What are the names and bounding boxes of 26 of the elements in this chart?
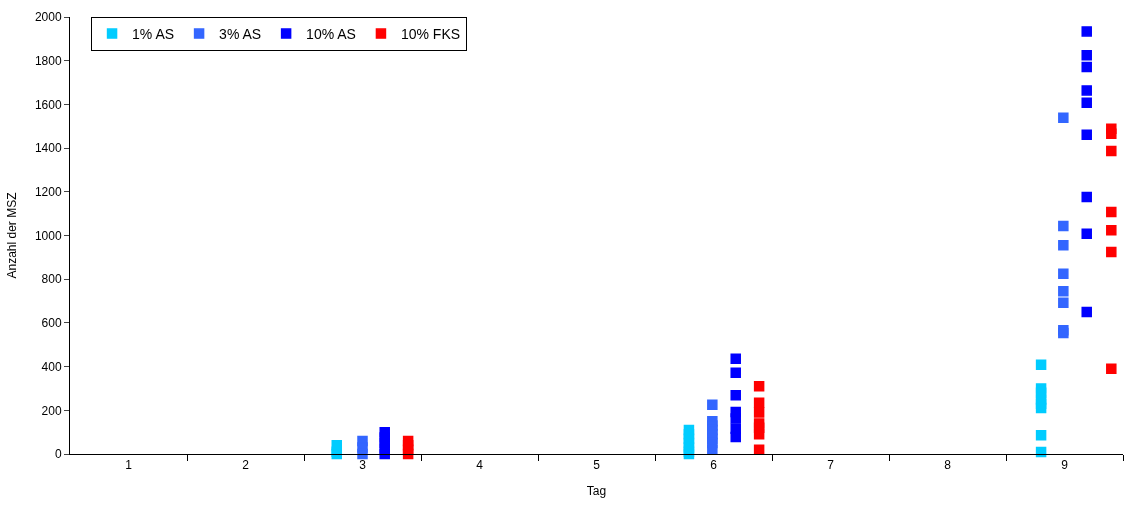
x-tick-label: 8	[944, 458, 952, 473]
legend-label: 10% AS	[306, 26, 356, 43]
x-tick-label: 5	[593, 458, 601, 473]
x-tick-label: 4	[476, 458, 484, 473]
legend-label: 1% AS	[132, 26, 175, 43]
x-tick-label: 9	[1061, 458, 1069, 473]
y-tick-label: 200	[41, 403, 62, 418]
y-tick-label: 600	[41, 316, 62, 331]
legend-label: 10% FKS	[400, 26, 461, 43]
x-tick-label: 6	[710, 458, 718, 473]
y-tick-label: 1400	[34, 141, 62, 156]
y-tick-label: 1800	[34, 53, 62, 68]
x-axis-title: Tag	[586, 484, 607, 499]
y-tick-label: 1200	[34, 185, 62, 199]
y-tick-label: 1000	[34, 228, 62, 243]
legend-label: 3% AS	[219, 26, 262, 43]
x-tick-label: 3	[359, 458, 367, 473]
y-axis-title: Anzahl der MSZ	[5, 192, 20, 279]
y-tick-label: 400	[41, 359, 62, 374]
y-tick-label: 1600	[34, 97, 62, 112]
x-tick-label: 1	[125, 458, 133, 473]
x-tick-label: 2	[242, 458, 250, 473]
x-tick-label: 7	[827, 458, 835, 473]
y-tick-label: 2000	[34, 10, 62, 25]
y-tick-label: 0	[54, 447, 62, 462]
y-tick-label: 800	[41, 272, 62, 287]
